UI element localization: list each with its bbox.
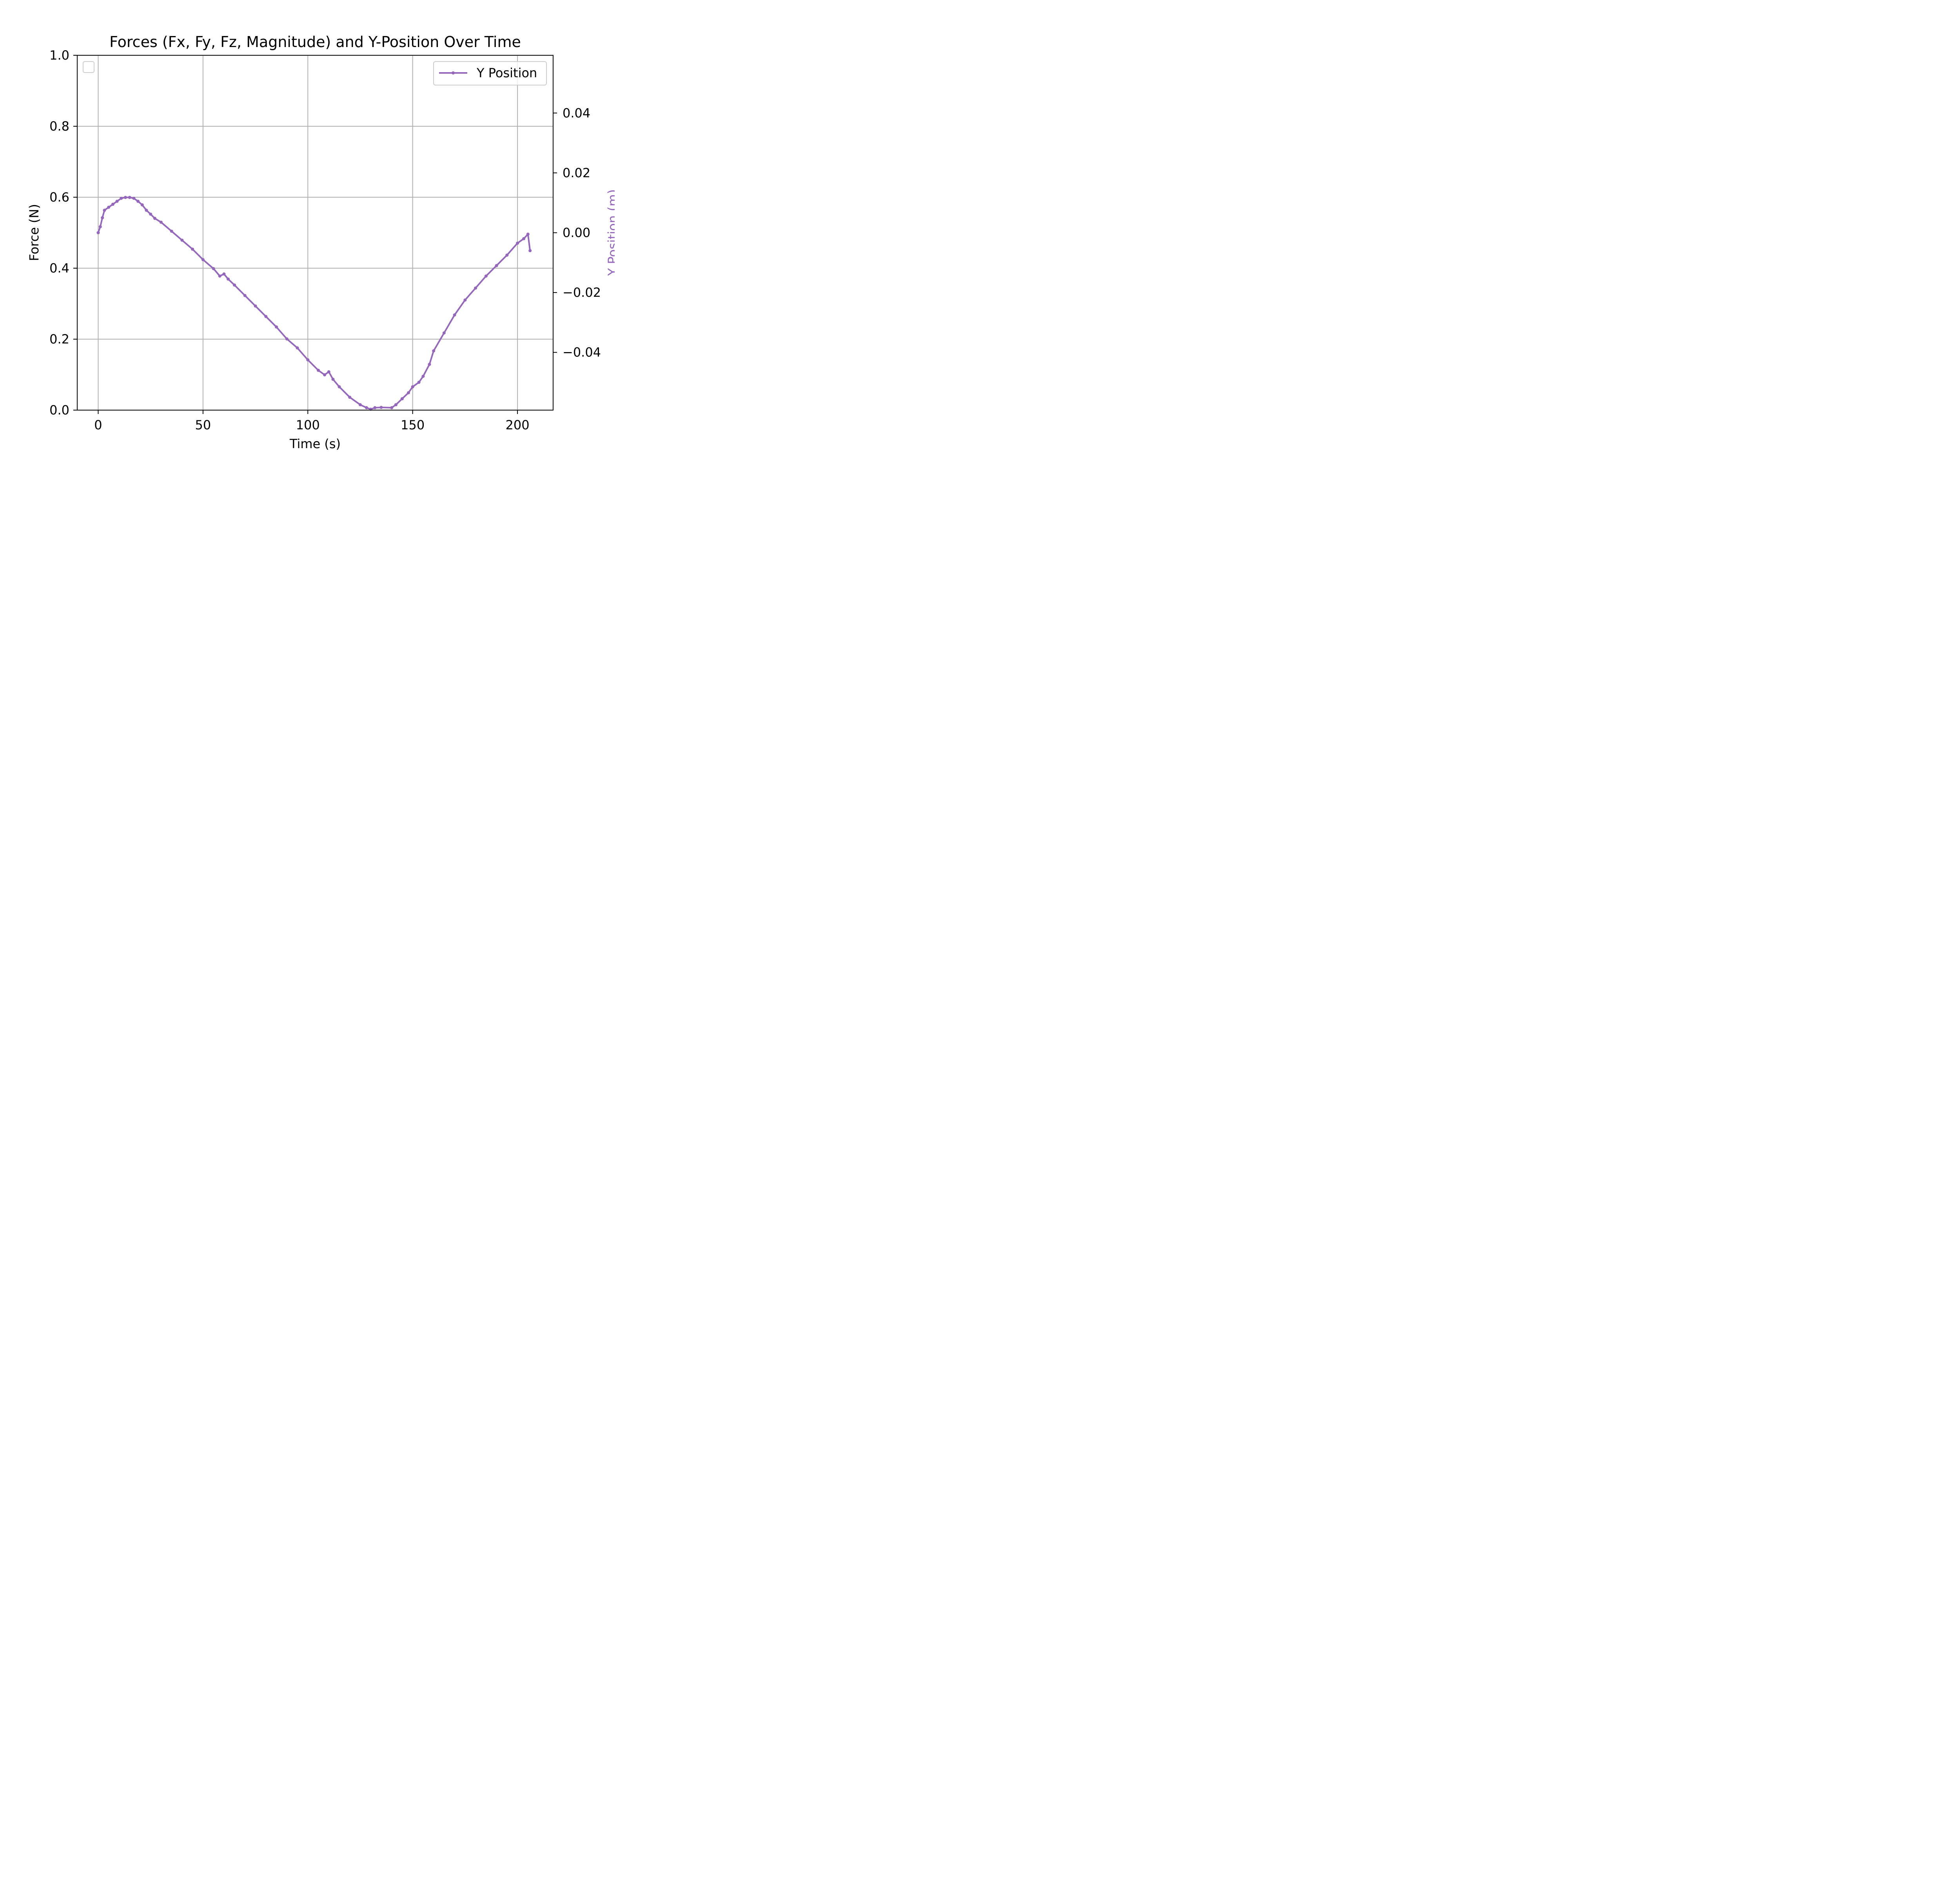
data-point-y-position [296, 346, 299, 350]
chart-title: Forces (Fx, Fy, Fz, Magnitude) and Y-Pos… [109, 33, 521, 51]
data-point-y-position [180, 238, 184, 242]
data-point-y-position [417, 381, 421, 384]
x-axis-ticks: 0 50 100 150 200 [94, 410, 530, 432]
data-point-y-position [379, 406, 383, 409]
data-point-y-position [463, 298, 467, 302]
data-point-y-position [394, 403, 397, 407]
chart: 0 50 100 150 200 0.00.20.40.60.81.0 −0.04−0.… [27, 33, 615, 451]
data-point-y-position [124, 196, 127, 199]
data-point-y-position [111, 203, 114, 206]
data-point-y-position [400, 397, 404, 400]
data-point-y-position [390, 406, 394, 409]
data-point-y-position [98, 225, 102, 229]
y-right-tick-label: 0.04 [563, 105, 590, 120]
data-point-y-position [136, 200, 140, 203]
data-point-y-position [222, 272, 226, 276]
y-left-tick-label: 0.2 [49, 332, 69, 347]
data-point-y-position [428, 363, 431, 366]
data-point-y-position [285, 337, 289, 341]
y-left-tick-label: 1.0 [49, 48, 69, 63]
x-tick-label: 200 [506, 418, 530, 432]
y-right-tick-label: −0.04 [563, 345, 601, 360]
data-point-y-position [275, 325, 278, 329]
legend-right-box [433, 61, 547, 85]
data-point-y-position [306, 358, 310, 362]
legend-label-y-position: Y Position [476, 65, 537, 80]
x-axis-label: Time (s) [289, 436, 341, 451]
y-right-tick-label: 0.02 [563, 165, 590, 180]
y-axis-right-ticks: −0.04 −0.02 0.00 0.02 0.04 [553, 105, 601, 360]
data-point-y-position [115, 200, 119, 203]
data-point-y-position [96, 231, 100, 234]
data-point-y-position [411, 385, 414, 389]
data-point-y-position [442, 331, 446, 335]
data-point-y-position [153, 216, 156, 220]
legend-marker-y-position [452, 71, 455, 74]
data-point-y-position [526, 233, 530, 236]
y-axis-left-label: Force (N) [27, 204, 42, 261]
x-tick-label: 0 [94, 418, 102, 432]
data-point-y-position [218, 274, 221, 278]
data-point-y-position [227, 277, 230, 281]
data-point-y-position [140, 203, 144, 207]
data-point-y-position [474, 286, 477, 290]
y-axis-left-ticks: 0.0 0.2 0.4 0.6 0.8 1.0 [49, 48, 77, 418]
y-left-tick-label: 0.0 [49, 403, 69, 418]
data-point-y-position [101, 216, 104, 220]
data-point-y-position [323, 373, 327, 376]
legend-left-box [83, 61, 94, 73]
data-point-y-position [421, 374, 425, 378]
data-point-y-position [212, 267, 215, 271]
data-point-y-position [432, 349, 436, 352]
data-point-y-position [338, 385, 341, 389]
data-point-y-position [149, 213, 152, 216]
data-point-y-position [505, 253, 509, 257]
data-point-y-position [132, 196, 136, 200]
plot-background [77, 55, 553, 410]
y-left-tick-label: 0.8 [49, 119, 69, 134]
data-point-y-position [317, 369, 320, 372]
data-point-y-position [145, 209, 148, 212]
data-point-y-position [331, 378, 335, 381]
data-point-y-position [407, 391, 410, 394]
data-point-y-position [191, 247, 194, 251]
data-point-y-position [348, 396, 352, 399]
y-left-tick-label: 0.4 [49, 261, 69, 276]
data-point-y-position [453, 313, 456, 317]
y-right-tick-label: −0.02 [563, 285, 601, 300]
data-point-y-position [128, 196, 131, 199]
data-point-y-position [254, 304, 257, 308]
data-point-y-position [495, 264, 498, 267]
y-right-tick-label: 0.00 [563, 225, 590, 240]
y-axis-right-label: Y Position (m) [605, 189, 615, 276]
data-point-y-position [243, 294, 247, 297]
data-point-y-position [170, 229, 173, 233]
data-point-y-position [516, 242, 519, 245]
data-point-y-position [365, 406, 368, 409]
data-point-y-position [233, 283, 236, 287]
series-line-y-position [97, 196, 531, 410]
legend-right: Y Position [433, 61, 547, 85]
x-tick-label: 100 [296, 418, 320, 432]
data-point-y-position [484, 274, 488, 278]
x-tick-label: 50 [195, 418, 211, 432]
y-left-tick-label: 0.6 [49, 190, 69, 205]
data-point-y-position [159, 220, 163, 224]
data-point-y-position [528, 249, 532, 253]
data-point-y-position [103, 209, 106, 212]
data-point-y-position [359, 403, 362, 407]
data-point-y-position [327, 370, 330, 374]
data-point-y-position [107, 205, 111, 209]
data-point-y-position [120, 196, 123, 200]
data-point-y-position [201, 258, 205, 262]
x-tick-label: 150 [401, 418, 425, 432]
data-point-y-position [522, 237, 526, 240]
data-point-y-position [373, 406, 377, 409]
series-layer [96, 196, 532, 411]
legend-left [83, 61, 94, 73]
data-point-y-position [264, 315, 268, 318]
